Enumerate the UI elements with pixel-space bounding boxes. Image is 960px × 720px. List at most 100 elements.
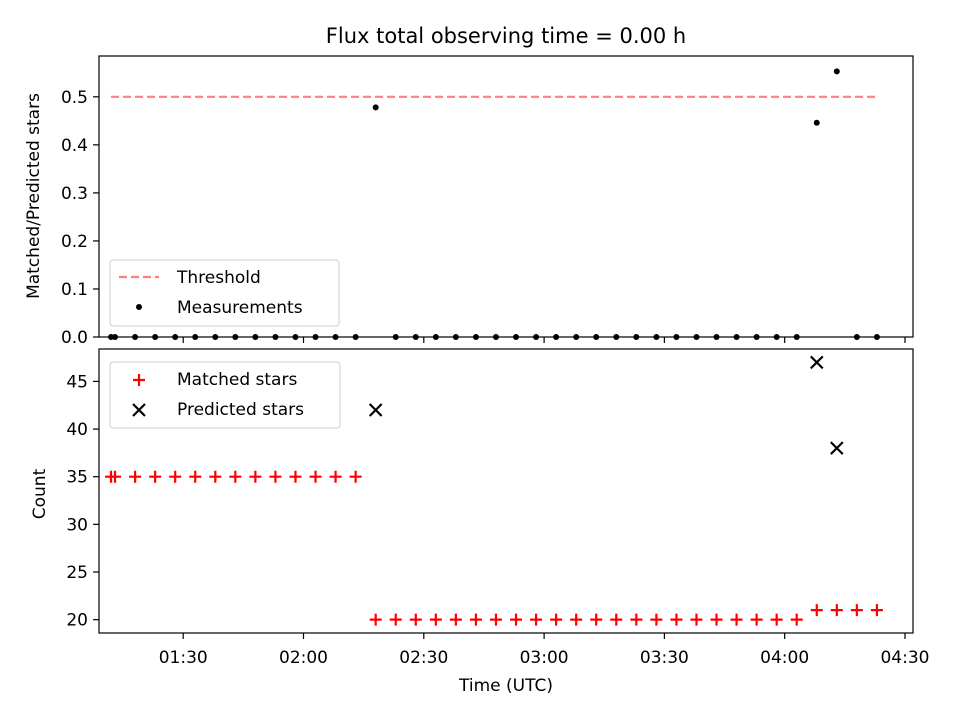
matched-star-point xyxy=(510,613,523,626)
measurement-point xyxy=(292,334,299,340)
matched-star-point xyxy=(489,613,502,626)
measurement-point xyxy=(533,334,540,340)
measurement-point xyxy=(733,334,740,340)
matched-star-point xyxy=(369,613,382,626)
bottom-y-axis-label: Count xyxy=(30,468,50,519)
measurement-point xyxy=(412,334,419,340)
bottom-y-tick-label: 35 xyxy=(66,468,88,488)
measurement-point xyxy=(472,334,479,340)
legend-matched-swatch xyxy=(133,374,145,386)
x-tick-label: 02:30 xyxy=(399,648,448,668)
matched-star-point xyxy=(810,604,823,617)
matched-star-point xyxy=(870,604,883,617)
matched-star-point xyxy=(349,470,362,483)
measurement-point xyxy=(773,334,780,340)
matched-star-point xyxy=(449,613,462,626)
measurement-point xyxy=(192,334,199,340)
legend-top-frame xyxy=(109,259,340,327)
top-y-tick-label: 0.0 xyxy=(61,328,88,348)
measurement-point xyxy=(132,334,139,340)
matched-star-point xyxy=(229,470,242,483)
predicted-star-point xyxy=(830,441,844,455)
measurement-point xyxy=(352,334,359,340)
measurement-point xyxy=(172,334,179,340)
matched-star-point xyxy=(249,470,262,483)
measurement-point xyxy=(312,334,319,340)
flux-ratio-axes: 0.0 0.1 0.2 0.3 0.4 0.5 xyxy=(61,55,914,348)
measurement-point xyxy=(633,334,640,340)
top-y-tick-label: 0.1 xyxy=(61,280,88,300)
legend-threshold-label: Threshold xyxy=(176,268,261,288)
matched-star-point xyxy=(750,613,763,626)
measurement-point xyxy=(392,334,399,340)
matched-star-point xyxy=(209,470,222,483)
matched-star-point xyxy=(790,613,803,626)
measurement-point xyxy=(673,334,680,340)
matched-star-point xyxy=(309,470,322,483)
measurement-point xyxy=(573,334,580,340)
x-tick-label: 03:30 xyxy=(640,648,689,668)
matched-star-point xyxy=(770,613,783,626)
legend-measurements-label: Measurements xyxy=(177,298,303,318)
measurement-point xyxy=(252,334,259,340)
measurement-point xyxy=(873,334,880,340)
measurement-point xyxy=(152,334,159,340)
matched-star-point xyxy=(530,613,543,626)
measurement-point xyxy=(613,334,620,340)
legend-bottom-frame xyxy=(109,361,341,429)
matched-star-point xyxy=(189,470,202,483)
matched-star-point xyxy=(389,613,402,626)
matched-star-point xyxy=(570,613,583,626)
measurement-point xyxy=(593,334,600,340)
matched-star-point xyxy=(610,613,623,626)
x-tick-label: 02:00 xyxy=(279,648,328,668)
measurement-point xyxy=(492,334,499,340)
top-plot-frame xyxy=(98,55,914,338)
x-axis-label: Time (UTC) xyxy=(458,676,553,696)
bottom-y-tick-label: 45 xyxy=(66,372,88,392)
measurement-point xyxy=(452,334,459,340)
x-tick-label: 03:00 xyxy=(520,648,569,668)
measurement-point xyxy=(432,334,439,340)
star-count-axes: 20 25 30 35 40 45 01:30 02:00 02:30 03:00 03:30 04:… xyxy=(66,348,929,668)
measurement-point xyxy=(332,334,339,340)
legend-top: Threshold Measurements xyxy=(109,259,340,327)
matched-star-point xyxy=(129,470,142,483)
matched-star-point xyxy=(409,613,422,626)
matched-star-point xyxy=(169,470,182,483)
matched-star-point xyxy=(329,470,342,483)
matched-star-point xyxy=(149,470,162,483)
measurement-point xyxy=(713,334,720,340)
measurement-point xyxy=(372,104,379,111)
legend-measurements-swatch xyxy=(136,304,142,310)
matched-star-point xyxy=(550,613,563,626)
matched-star-point xyxy=(590,613,603,626)
matched-star-point xyxy=(830,604,843,617)
measurement-point xyxy=(553,334,560,340)
top-y-tick-label: 0.5 xyxy=(61,88,88,108)
x-tick-label: 01:30 xyxy=(159,648,208,668)
matched-star-point xyxy=(850,604,863,617)
measurement-point xyxy=(813,119,820,126)
matched-star-point xyxy=(269,470,282,483)
bottom-y-tick-label: 20 xyxy=(66,611,88,631)
legend-matched-label: Matched stars xyxy=(177,370,297,390)
matched-star-point xyxy=(469,613,482,626)
top-y-tick-label: 0.2 xyxy=(61,232,88,252)
measurement-point xyxy=(112,334,119,340)
measurement-point xyxy=(693,334,700,340)
measurement-point xyxy=(793,334,800,340)
chart-title: Flux total observing time = 0.00 h xyxy=(326,24,686,48)
top-y-tick-label: 0.3 xyxy=(61,184,88,204)
measurement-point xyxy=(853,334,860,340)
matched-star-point xyxy=(690,613,703,626)
top-y-tick-label: 0.4 xyxy=(61,136,88,156)
matched-star-point xyxy=(630,613,643,626)
measurement-point xyxy=(833,68,840,75)
legend-bottom: Matched stars Predicted stars xyxy=(109,361,341,429)
legend-predicted-label: Predicted stars xyxy=(177,400,304,420)
matched-star-point xyxy=(670,613,683,626)
x-tick-label: 04:00 xyxy=(760,648,809,668)
measurement-point xyxy=(653,334,660,340)
